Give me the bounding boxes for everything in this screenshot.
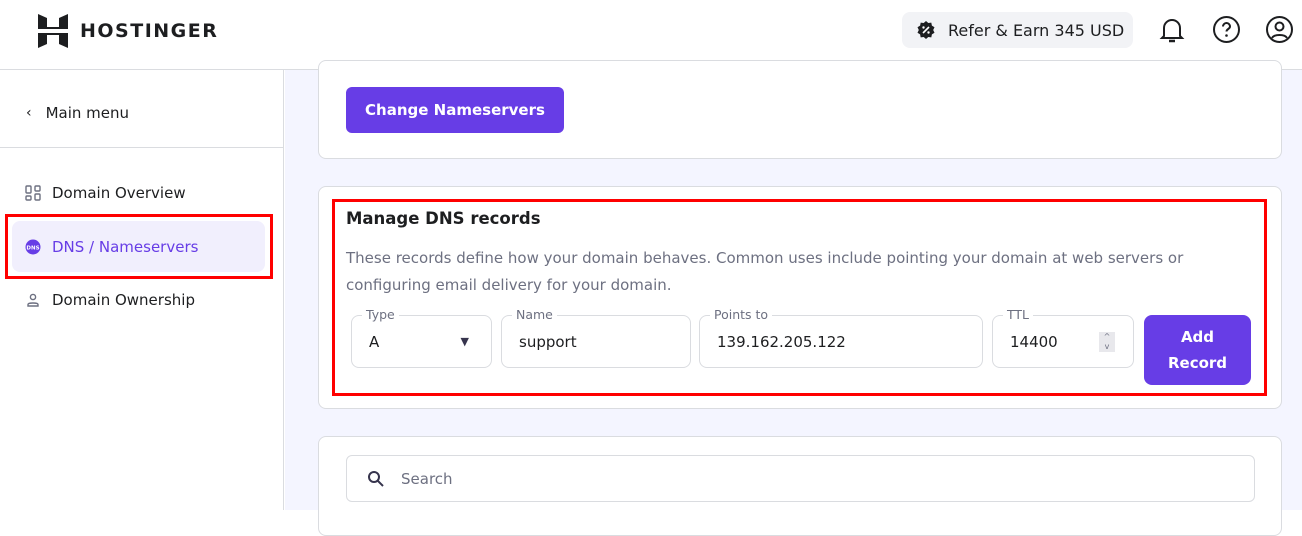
grid-icon [25,184,41,201]
main-menu-link[interactable]: ‹ Main menu [26,104,129,122]
account-icon[interactable] [1265,15,1294,44]
nameservers-card: Change Nameservers [318,60,1282,159]
hostinger-logo[interactable]: HOSTINGER [38,14,218,48]
discount-badge-icon [917,21,935,39]
section-description: These records define how your domain beh… [346,249,1184,294]
sidebar-item-label: DNS / Nameservers [52,237,199,256]
refer-earn-button[interactable]: Refer & Earn 345 USD [902,12,1133,48]
points-to-label: Points to [710,307,773,322]
section-title: Manage DNS records [346,209,541,228]
refer-label: Refer & Earn 345 USD [948,20,1125,40]
dns-icon: DNS [25,239,41,254]
hostinger-logo-icon [38,14,68,48]
chevron-left-icon: ‹ [26,105,32,121]
ttl-value: 14400 [1010,332,1058,351]
caret-down-icon: ▼ [460,335,469,348]
ttl-input[interactable]: TTL 14400 ^ v [992,307,1134,368]
svg-text:DNS: DNS [26,245,39,251]
records-list-card: Search [318,436,1282,536]
highlight-box [5,214,273,279]
type-value: A [369,332,380,351]
help-icon[interactable] [1212,15,1241,44]
name-value: support [519,332,577,351]
type-label: Type [362,307,399,322]
sidebar-item-domain-ownership[interactable]: Domain Ownership [12,274,265,325]
add-record-label: Add Record [1167,328,1228,372]
main-content: Change Nameservers Manage DNS records Th… [285,60,1302,536]
sidebar-item-label: Domain Overview [52,183,186,202]
person-icon [27,293,39,307]
main-menu-label: Main menu [45,104,130,122]
points-to-value: 139.162.205.122 [717,332,846,351]
type-select[interactable]: Type A ▼ [351,307,492,368]
add-record-button[interactable]: Add Record [1144,315,1251,385]
ttl-label: TTL [1003,307,1034,322]
name-input[interactable]: Name support [501,307,691,368]
divider [0,147,283,148]
sidebar-item-dns-nameservers[interactable]: DNS DNS / Nameservers [12,221,265,272]
sidebar: ‹ Main menu Domain Overview DNS DNS / Na… [0,70,284,510]
search-input[interactable]: Search [346,455,1255,502]
name-label: Name [512,307,557,322]
sidebar-item-label: Domain Ownership [52,290,195,309]
search-icon [368,470,384,487]
brand-name: HOSTINGER [80,20,219,42]
ttl-stepper-icon[interactable]: ^ v [1099,331,1115,352]
search-placeholder: Search [401,469,453,488]
dns-records-card: Manage DNS records These records define … [318,186,1282,409]
top-header: HOSTINGER Refer & Earn 345 USD [0,0,1302,70]
change-nameservers-button[interactable]: Change Nameservers [346,87,564,133]
highlight-box [332,199,1267,396]
sidebar-item-domain-overview[interactable]: Domain Overview [12,167,265,218]
bell-icon[interactable] [1158,15,1186,45]
points-to-input[interactable]: Points to 139.162.205.122 [699,307,983,368]
